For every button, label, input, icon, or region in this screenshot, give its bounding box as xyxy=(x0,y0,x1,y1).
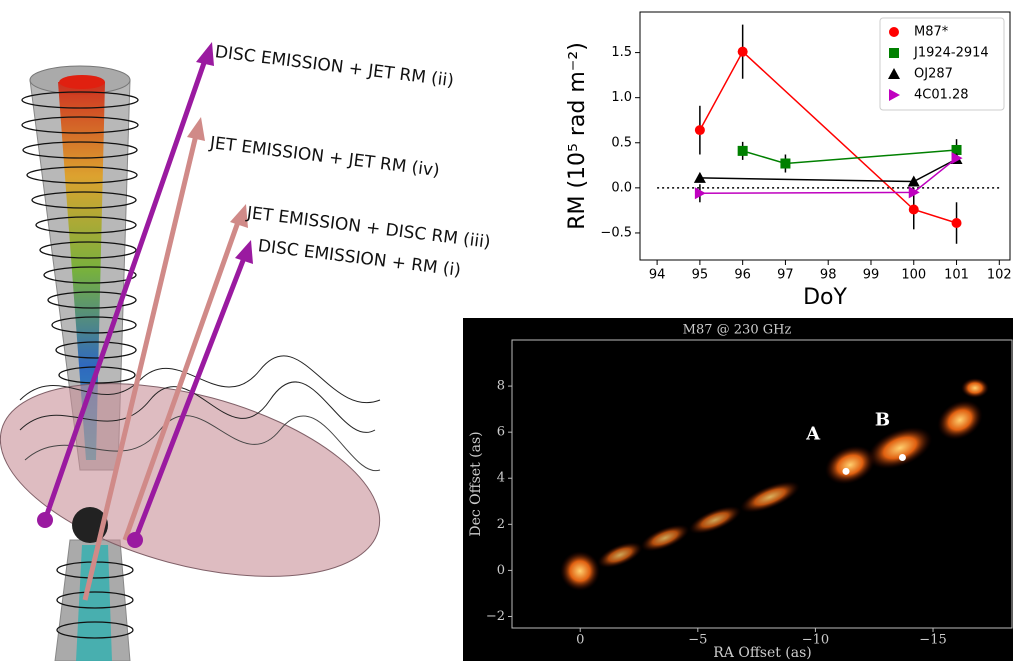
legend-label: M87* xyxy=(914,25,949,40)
x-tick-label: 95 xyxy=(692,268,709,283)
x-axis-label: RA Offset (as) xyxy=(713,645,812,661)
y-tick-label: 0.0 xyxy=(611,180,632,195)
point xyxy=(737,145,748,156)
y-tick-label: 4 xyxy=(497,471,505,486)
legend-box xyxy=(879,17,1005,111)
point xyxy=(737,46,748,57)
image-panel xyxy=(463,318,1013,661)
x-tick-label: 97 xyxy=(777,268,794,283)
x-tick-label: 100 xyxy=(901,268,926,283)
illustration-label: JET EMISSION + JET RM (iv) xyxy=(208,133,441,181)
x-tick-label: −10 xyxy=(802,633,829,648)
plot-frame xyxy=(511,339,1013,629)
legend-label: J1924-2914 xyxy=(913,46,989,61)
series-line xyxy=(742,149,957,165)
y-axis-label: RM (10⁵ rad m⁻²) xyxy=(565,42,590,230)
point xyxy=(951,144,962,155)
series-line xyxy=(699,158,957,183)
y-axis-label: Dec Offset (as) xyxy=(468,431,484,536)
point xyxy=(693,171,706,183)
jet-image xyxy=(560,378,989,591)
y-tick-label: 6 xyxy=(497,425,505,440)
image-title: M87 @ 230 GHz xyxy=(683,323,792,338)
point xyxy=(842,467,850,475)
x-tick-label: 98 xyxy=(820,268,837,283)
series-line xyxy=(699,50,957,224)
y-tick-label: 2 xyxy=(497,517,505,532)
illustration-label: DISC EMISSION + JET RM (ii) xyxy=(214,42,455,91)
illustration: DISC EMISSION + JET RM (ii) JET EMISSION… xyxy=(0,42,492,661)
x-tick-label: 99 xyxy=(863,268,880,283)
plot-frame xyxy=(639,11,1011,261)
y-tick-label: 0 xyxy=(497,563,505,578)
annotation: B xyxy=(875,410,890,431)
point xyxy=(908,186,920,199)
point xyxy=(694,187,706,200)
y-tick-label: −2 xyxy=(486,609,505,624)
y-tick-label: 1.5 xyxy=(611,45,632,60)
point xyxy=(780,158,791,169)
point xyxy=(907,175,920,187)
legend-marker xyxy=(889,27,899,37)
x-tick-label: −5 xyxy=(688,633,707,648)
legend-marker xyxy=(889,89,900,101)
legend-marker xyxy=(888,68,900,79)
annotation: A xyxy=(805,423,821,444)
x-tick-label: 0 xyxy=(576,633,584,648)
point xyxy=(898,454,906,462)
legend-label: OJ287 xyxy=(914,67,953,82)
x-tick-label: 102 xyxy=(987,268,1012,283)
x-tick-label: 101 xyxy=(944,268,969,283)
y-tick-label: −0.5 xyxy=(600,225,632,240)
x-axis-label: DoY xyxy=(803,285,847,310)
point xyxy=(908,204,919,215)
point xyxy=(951,218,962,229)
y-tick-label: 1.0 xyxy=(611,90,632,105)
point xyxy=(951,152,963,165)
x-tick-label: 96 xyxy=(734,268,751,283)
y-tick-label: 0.5 xyxy=(611,135,632,150)
legend-label: 4C01.28 xyxy=(914,88,969,103)
y-tick-label: 8 xyxy=(497,379,505,394)
point xyxy=(694,125,705,136)
x-tick-label: 94 xyxy=(649,268,666,283)
legend-marker xyxy=(889,48,899,58)
x-tick-label: −15 xyxy=(919,633,946,648)
